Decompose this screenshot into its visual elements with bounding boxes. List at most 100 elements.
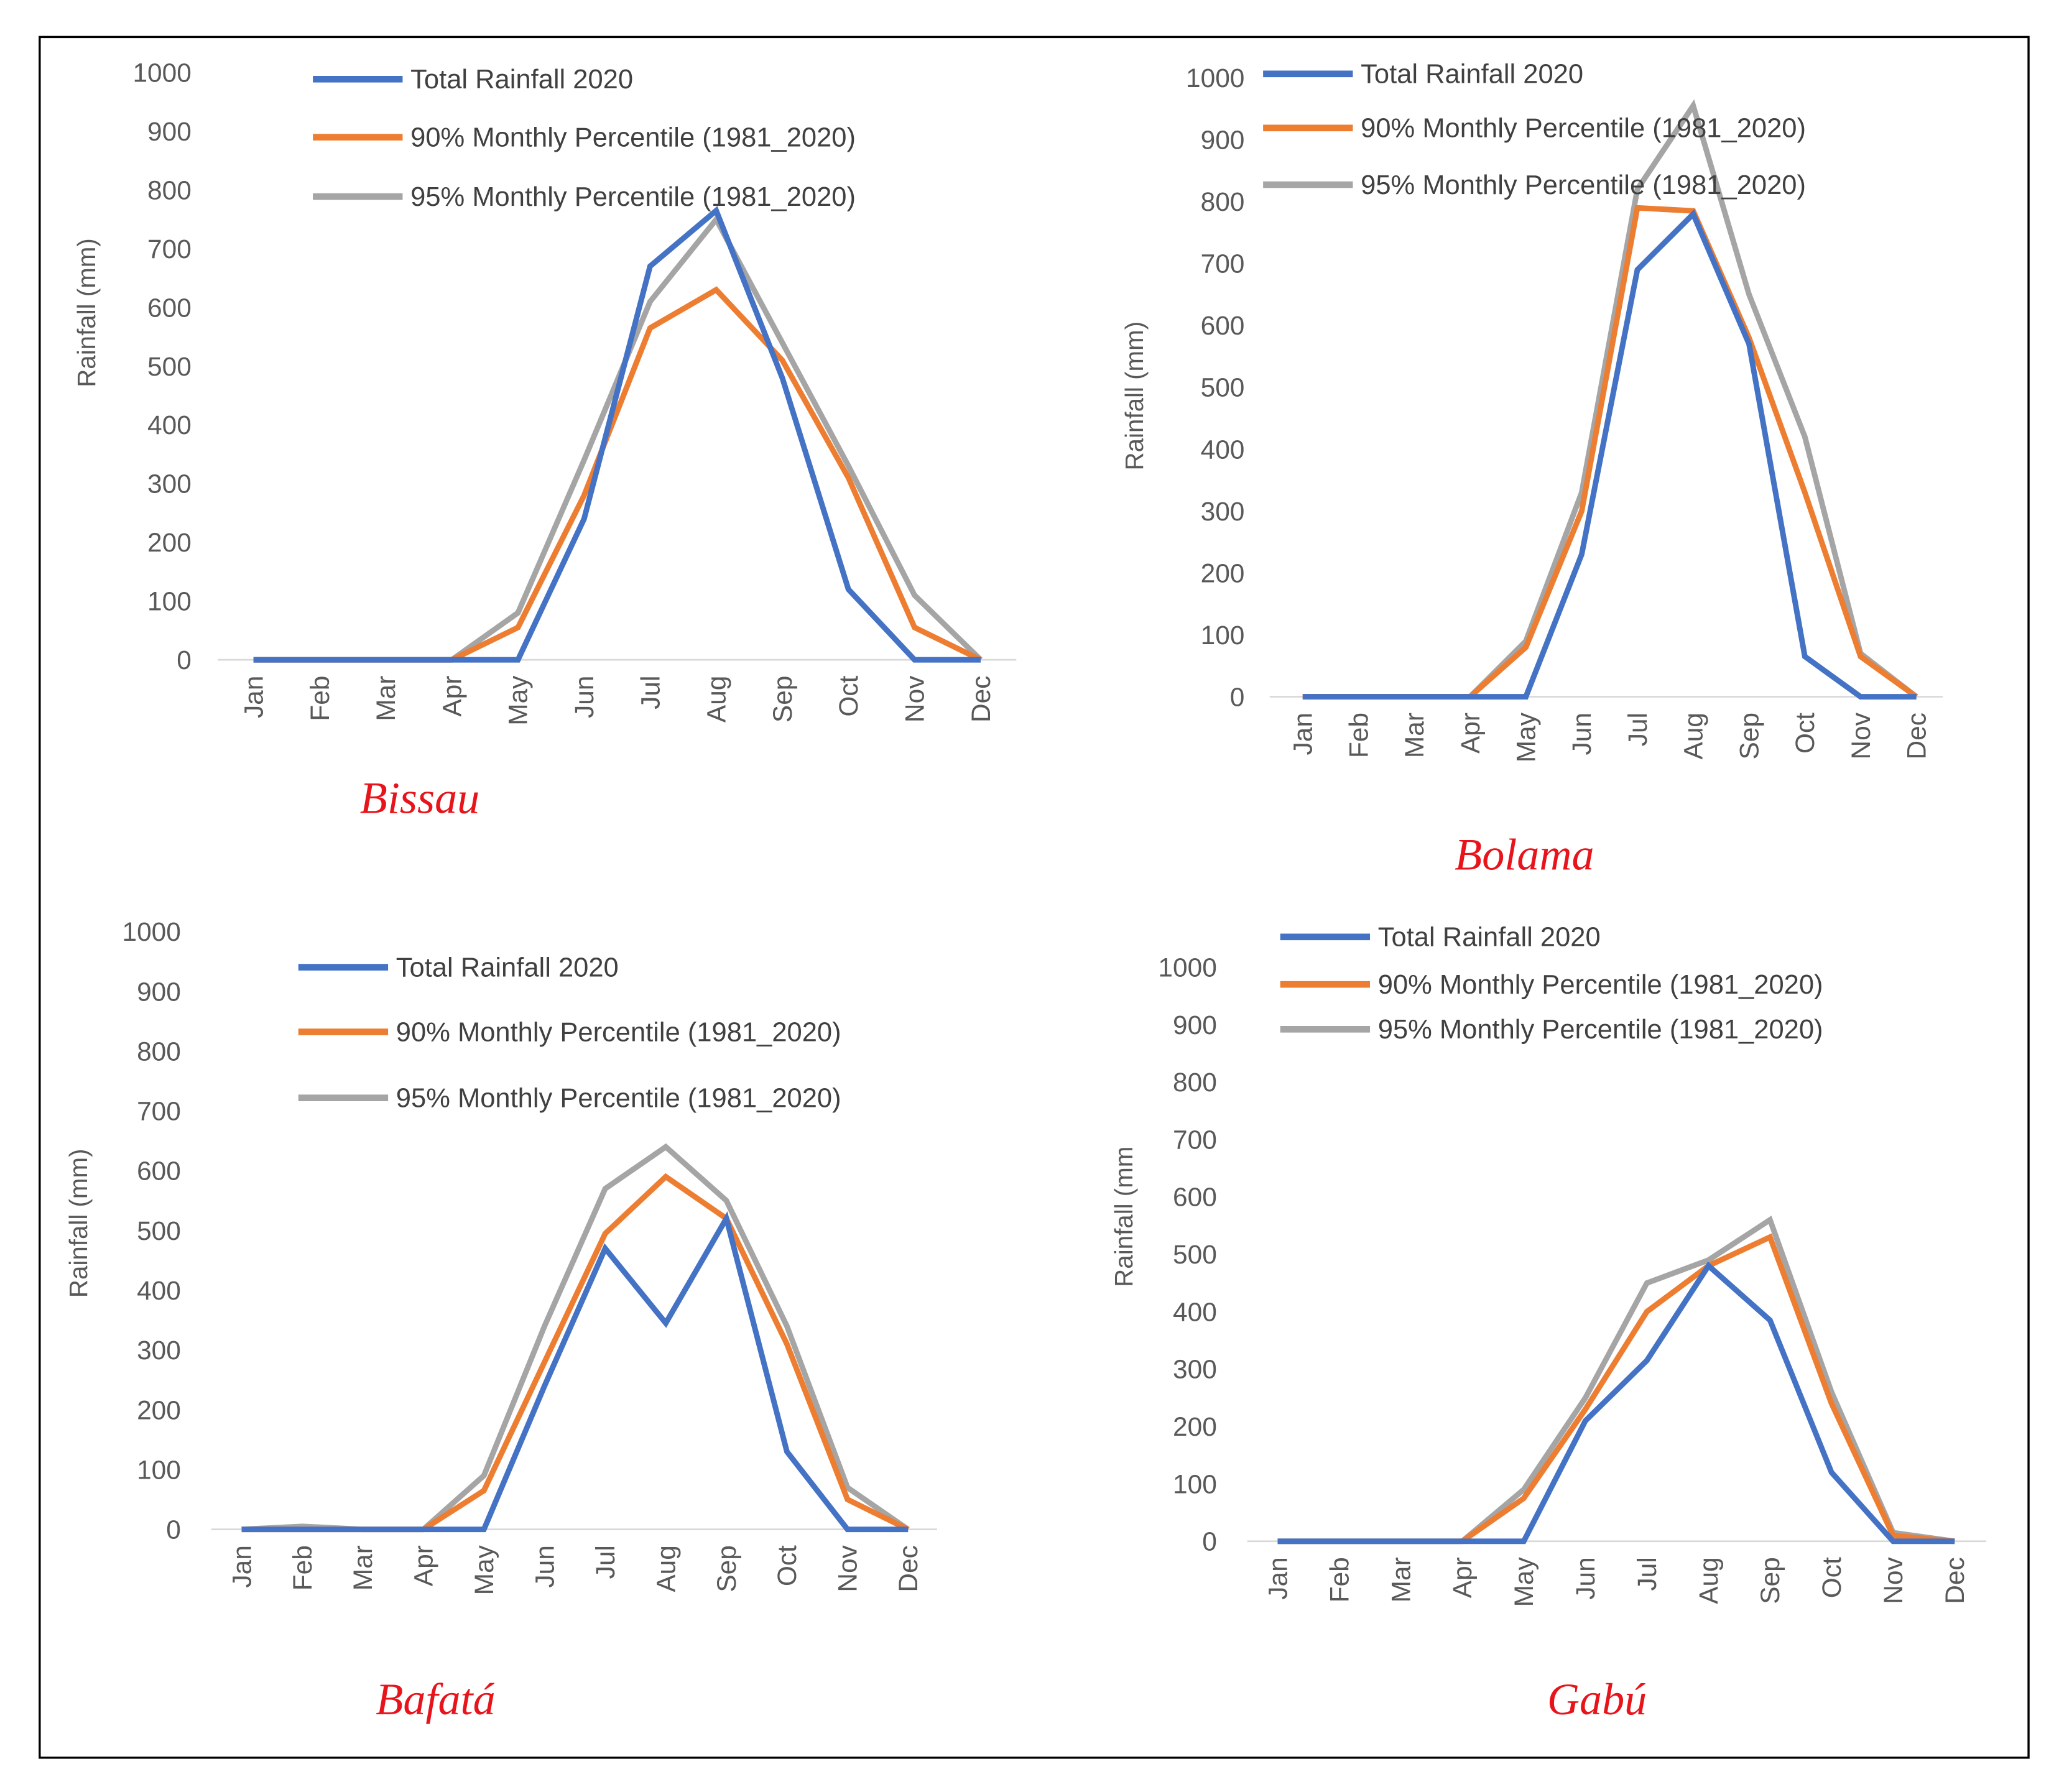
legend-label-p90: 90% Monthly Percentile (1981_2020) (410, 123, 856, 153)
x-tick-label: Mar (371, 676, 400, 721)
x-tick-label: May (1512, 712, 1541, 762)
legend-label-total: Total Rainfall 2020 (1378, 923, 1601, 953)
y-tick-label: 500 (1173, 1240, 1217, 1269)
x-tick-label: Feb (1344, 713, 1373, 758)
y-tick-label: 0 (1230, 682, 1245, 711)
y-tick-label: 200 (1173, 1412, 1217, 1441)
y-tick-label: 0 (166, 1515, 181, 1545)
y-tick-label: 500 (147, 352, 192, 381)
y-tick-label: 300 (147, 469, 192, 499)
series-line-p95 (253, 214, 983, 663)
y-tick-label: 400 (1201, 435, 1245, 464)
legend-label-p95: 95% Monthly Percentile (1981_2020) (410, 182, 856, 212)
x-tick-label: Sep (1734, 713, 1764, 760)
y-axis-label: Rainfall (mm) (64, 1148, 93, 1298)
series-line-p90 (253, 286, 982, 663)
y-tick-label: 700 (137, 1097, 181, 1126)
x-tick-label: Oct (1817, 1557, 1846, 1598)
x-tick-label: Dec (894, 1545, 923, 1592)
y-tick-label: 500 (137, 1216, 181, 1245)
y-tick-label: 400 (1173, 1297, 1217, 1326)
x-tick-label: May (504, 675, 533, 726)
y-tick-label: 900 (147, 117, 192, 146)
y-tick-label: 600 (137, 1157, 181, 1186)
y-tick-label: 300 (137, 1336, 181, 1365)
chart-bissau: 0 100 200 300 400 500 600 700 800 900 1000 Jan Feb Ma… (72, 58, 1017, 823)
x-tick-label: Apr (409, 1545, 438, 1586)
x-tick-label: Jul (636, 676, 665, 709)
y-tick-label: 800 (1201, 187, 1245, 216)
x-tick-label: Nov (900, 675, 930, 723)
x-tick-label: Oct (772, 1545, 802, 1586)
y-tick-label: 800 (137, 1037, 181, 1066)
x-tick-label: Sep (1756, 1557, 1785, 1604)
y-tick-label: 700 (1173, 1125, 1217, 1154)
chart-bolama: 0 100 200 300 400 500 600 700 800 900 1000 Jan Feb Ma… (1120, 60, 1943, 880)
y-tick-label: 300 (1201, 497, 1245, 526)
x-tick-label: Jan (227, 1545, 256, 1587)
x-tick-label: Feb (1325, 1557, 1354, 1602)
chart-title: Gabú (1547, 1674, 1647, 1724)
legend-label-p90: 90% Monthly Percentile (1981_2020) (1378, 970, 1823, 1000)
x-tick-label: Oct (1790, 713, 1820, 754)
x-tick-label: Sep (768, 676, 797, 723)
x-tick-label: Nov (1879, 1556, 1908, 1604)
x-tick-label: Feb (288, 1545, 317, 1591)
series-line-total (253, 206, 981, 663)
y-tick-label: 500 (1201, 373, 1245, 402)
x-tick-label: Feb (305, 676, 335, 721)
x-tick-label: Aug (651, 1545, 680, 1592)
legend-label-p90: 90% Monthly Percentile (1981_2020) (1361, 114, 1806, 144)
y-tick-label: 200 (137, 1395, 181, 1425)
y-axis-label: Rainfall (mm) (72, 238, 101, 387)
x-tick-label: Jun (1571, 1557, 1600, 1599)
chart-title: Bafatá (376, 1674, 495, 1724)
x-tick-label: Apr (437, 676, 466, 717)
x-tick-label: Aug (1679, 713, 1708, 760)
x-tick-label: Aug (702, 676, 731, 723)
series-line-total (1302, 209, 1917, 700)
legend-label-total: Total Rainfall 2020 (396, 953, 619, 982)
x-tick-label: Mar (1386, 1557, 1415, 1602)
x-tick-label: Jul (591, 1545, 620, 1579)
x-tick-label: Aug (1694, 1557, 1723, 1604)
y-tick-label: 700 (147, 234, 192, 264)
chart-bafata: 0 100 200 300 400 500 600 700 800 900 1000 Jan Feb Ma… (64, 917, 937, 1724)
y-tick-label: 700 (1201, 249, 1245, 279)
x-tick-label: Jun (1567, 713, 1596, 755)
y-tick-label: 600 (1201, 311, 1245, 340)
legend-label-total: Total Rainfall 2020 (410, 65, 633, 95)
y-tick-label: 400 (147, 410, 192, 440)
x-tick-label: Dec (966, 676, 996, 723)
y-tick-label: 1000 (1186, 63, 1244, 93)
x-tick-label: Mar (348, 1545, 377, 1591)
y-tick-label: 800 (1173, 1068, 1217, 1097)
y-tick-label: 100 (137, 1455, 181, 1484)
y-tick-label: 900 (137, 977, 181, 1006)
x-tick-label: May (1509, 1556, 1538, 1607)
y-axis-label: Rainfall (mm) (1120, 321, 1149, 471)
y-tick-label: 400 (137, 1276, 181, 1305)
y-tick-label: 1000 (1158, 953, 1216, 982)
x-tick-label: Apr (1448, 1557, 1477, 1598)
x-tick-label: Dec (1902, 713, 1932, 759)
y-tick-label: 100 (147, 587, 192, 616)
y-tick-label: 300 (1173, 1355, 1217, 1384)
series-line-total (241, 1211, 909, 1533)
x-tick-label: Apr (1456, 713, 1485, 754)
legend-label-total: Total Rainfall 2020 (1361, 60, 1583, 90)
legend-label-p90: 90% Monthly Percentile (1981_2020) (396, 1017, 841, 1047)
y-tick-label: 200 (147, 528, 192, 557)
chart-title: Bissau (360, 773, 479, 823)
y-tick-label: 900 (1173, 1010, 1217, 1040)
chart-gabu: 0 100 200 300 400 500 600 700 800 900 1000 Jan Feb Ma… (1109, 923, 1987, 1724)
y-tick-label: 100 (1201, 621, 1245, 650)
x-tick-label: Jan (1289, 713, 1318, 755)
x-tick-label: Nov (1846, 712, 1876, 759)
x-tick-label: Mar (1400, 713, 1429, 758)
x-tick-label: Jan (1263, 1557, 1292, 1599)
y-tick-label: 200 (1201, 558, 1245, 588)
x-tick-label: May (470, 1545, 499, 1595)
y-tick-label: 0 (177, 645, 192, 675)
